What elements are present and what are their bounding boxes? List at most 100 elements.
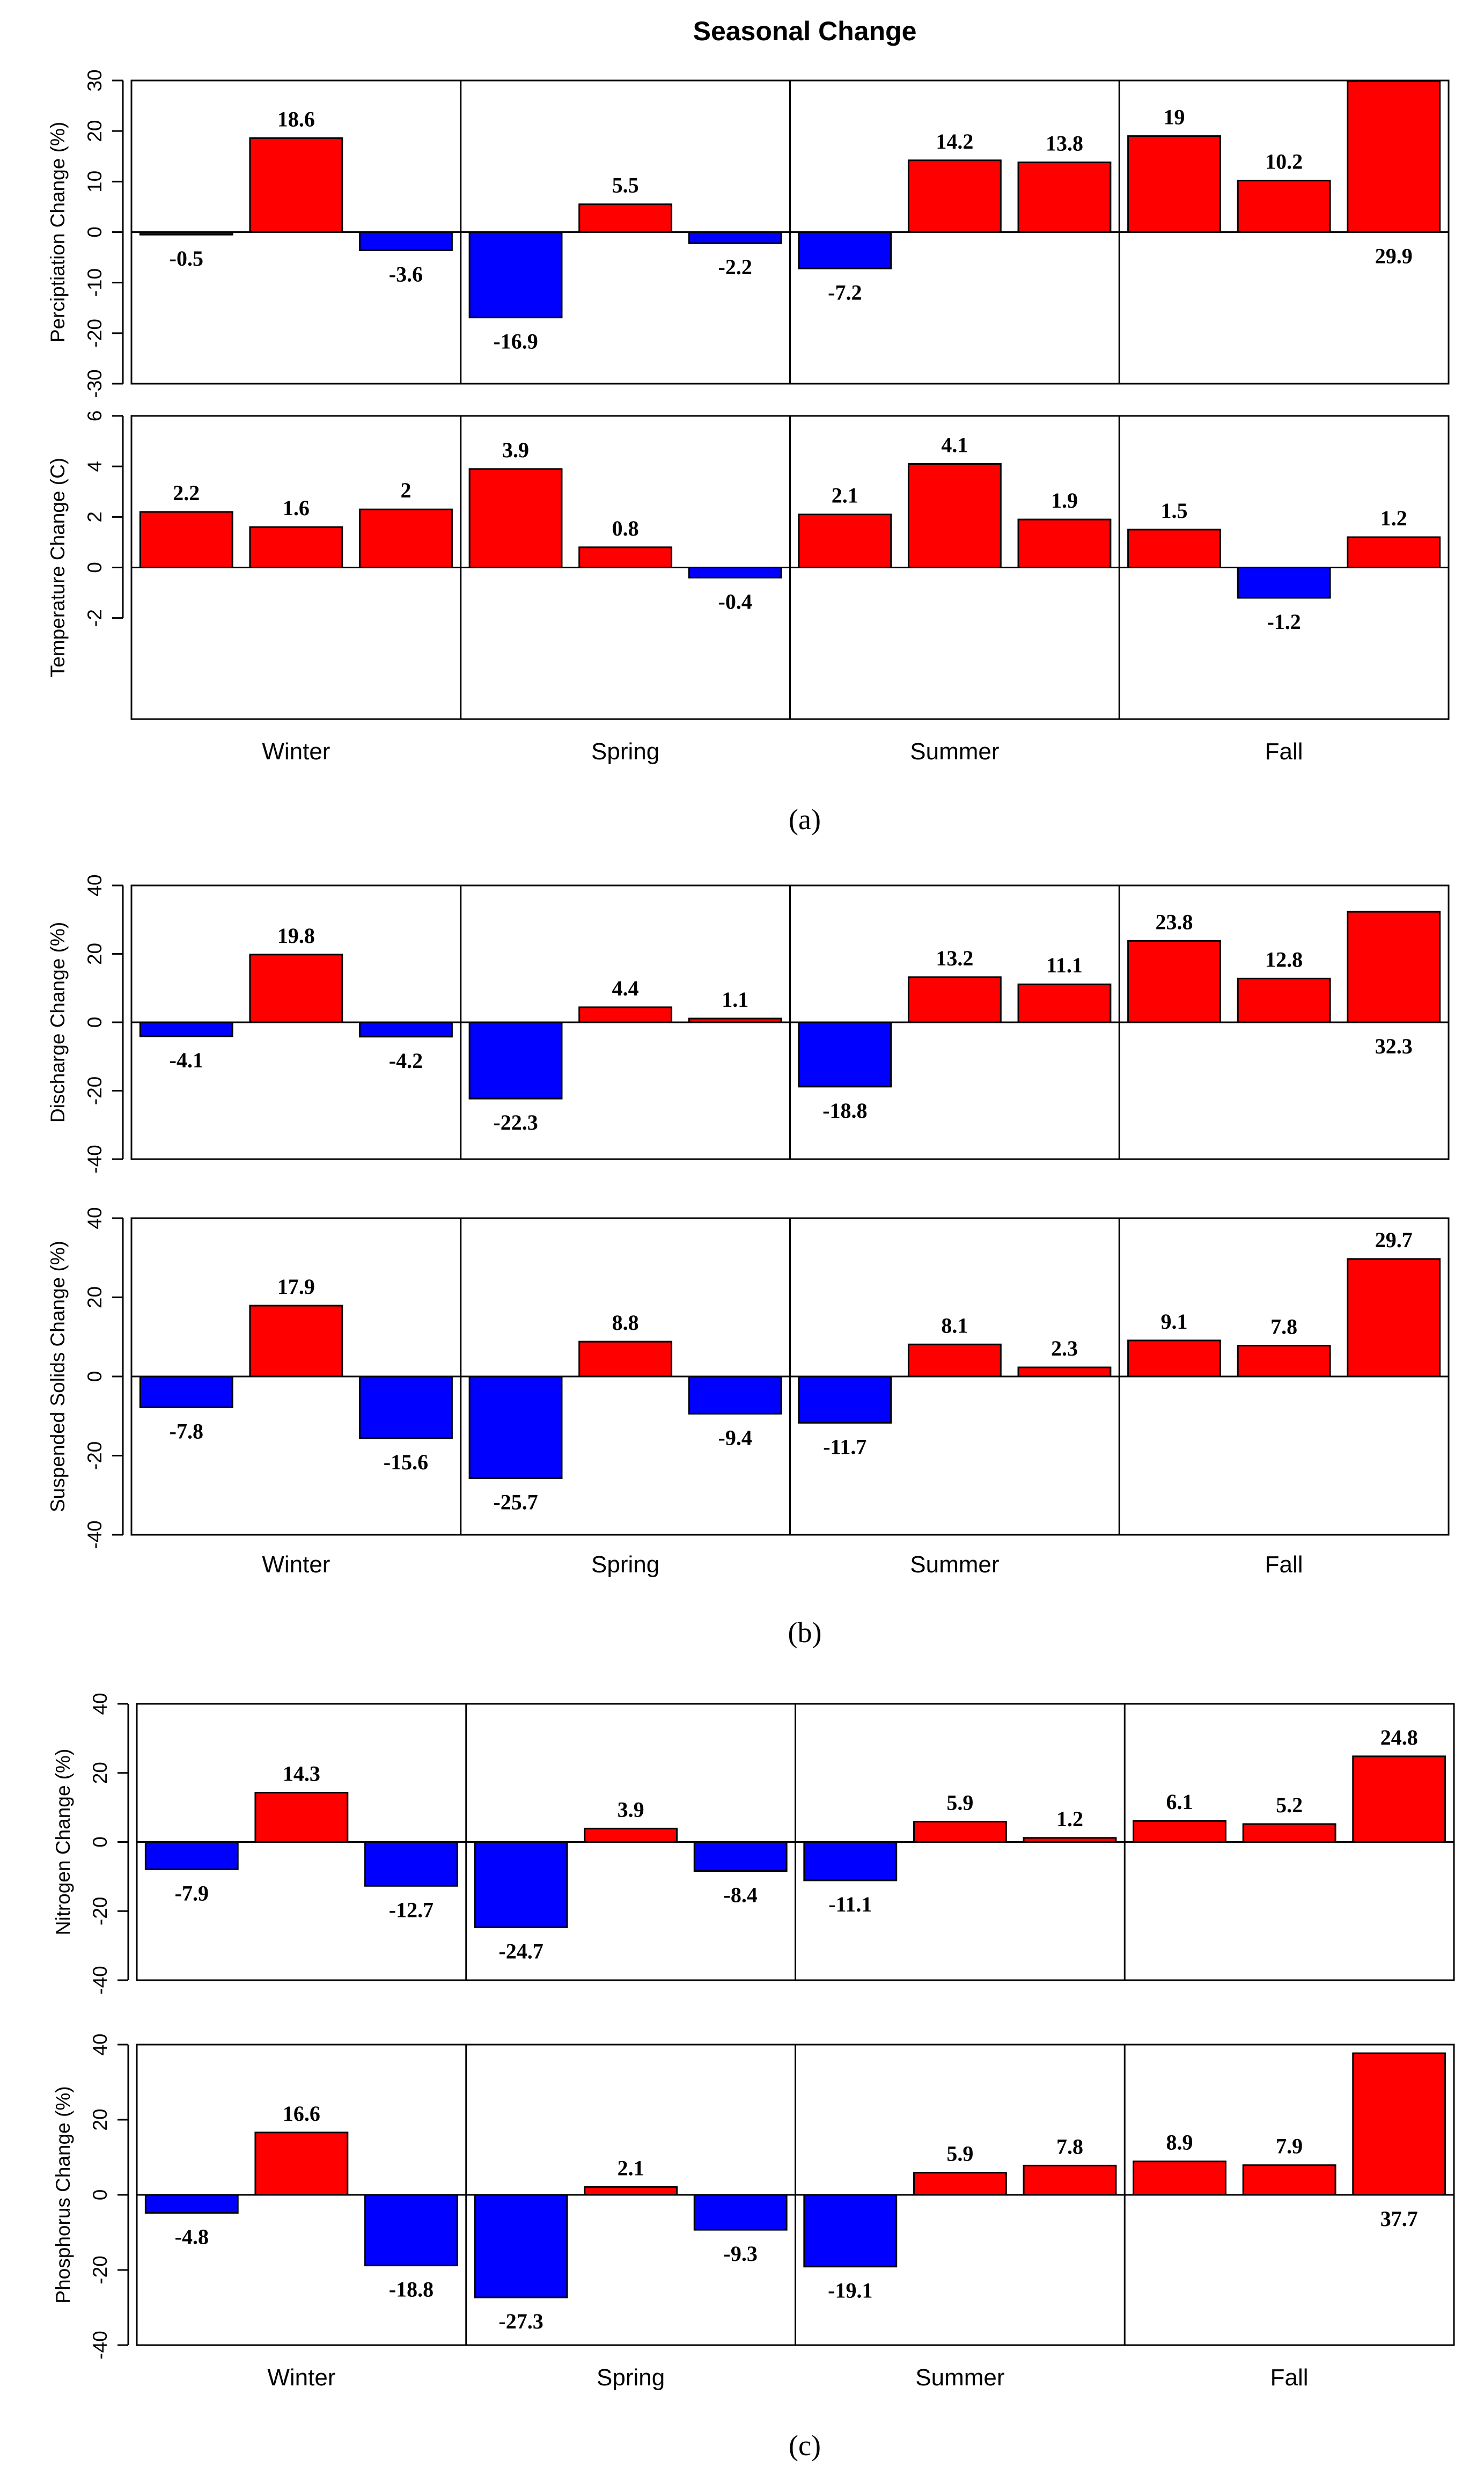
- category-label: Winter: [262, 738, 330, 765]
- value-label: 18.6: [277, 107, 315, 131]
- y-tick-label: 0: [89, 2189, 111, 2201]
- y-tick-label: 30: [84, 69, 106, 91]
- category-label: Winter: [262, 1551, 330, 1578]
- y-tick-label: -20: [84, 319, 106, 347]
- bar: [798, 514, 892, 568]
- category-label: Spring: [591, 738, 659, 765]
- value-label: 19: [1164, 105, 1185, 129]
- bar: [688, 1375, 782, 1415]
- value-label: 12.8: [1265, 947, 1303, 971]
- value-label: -19.1: [828, 2279, 872, 2303]
- value-label: 3.9: [618, 1797, 644, 1821]
- value-label: -9.4: [718, 1425, 752, 1449]
- value-label: 17.9: [277, 1275, 315, 1299]
- bar: [803, 1841, 898, 1881]
- bar: [907, 1343, 1002, 1378]
- chart-panel-3: -40 -20 0 20 40 Discharge Change (%) -4.1 19.8 -…: [47, 874, 1450, 1174]
- caption-a: (a): [789, 803, 821, 836]
- bar: [803, 2194, 898, 2268]
- category-label: Spring: [591, 1551, 659, 1578]
- bar: [1242, 2164, 1336, 2196]
- bar: [1017, 1366, 1112, 1378]
- value-label: 3.9: [502, 438, 529, 462]
- bar: [468, 231, 563, 319]
- value-label: -27.3: [498, 2309, 543, 2333]
- bar: [1127, 940, 1221, 1023]
- y-tick-label: 2: [84, 511, 106, 523]
- bar: [254, 1791, 349, 1843]
- bar: [913, 2172, 1007, 2196]
- value-label: 23.8: [1156, 910, 1193, 934]
- bar: [139, 231, 233, 236]
- value-label: -8.4: [724, 1883, 758, 1907]
- bar: [584, 2186, 678, 2196]
- chart-panel-1: -30 -20 -10 0 10 20 30 Perciptiation Change (%)…: [47, 69, 1450, 398]
- bar: [1352, 2052, 1446, 2196]
- bar: [1017, 518, 1112, 569]
- value-label: 1.2: [1380, 506, 1407, 530]
- category-label: Winter: [267, 2364, 335, 2391]
- value-label: 2: [400, 478, 411, 502]
- chart-panel-4: -40 -20 0 20 40 Suspended Solids Change (%) -7…: [47, 1207, 1450, 1549]
- value-label: 1.9: [1051, 488, 1078, 512]
- bar: [584, 1827, 678, 1843]
- y-axis-title: Discharge Change (%): [47, 922, 69, 1123]
- value-label: 32.3: [1375, 1034, 1413, 1058]
- bar: [359, 1021, 453, 1038]
- y-tick-label: 0: [89, 1836, 111, 1848]
- value-label: 24.8: [1380, 1725, 1418, 1749]
- bar: [139, 511, 233, 569]
- value-label: -24.7: [498, 1939, 543, 1964]
- value-label: 13.8: [1046, 131, 1083, 156]
- bar: [364, 1841, 458, 1887]
- y-tick-label: 40: [89, 1693, 111, 1715]
- value-label: -1.2: [1267, 610, 1301, 634]
- bar: [249, 954, 343, 1023]
- category-label: Summer: [910, 738, 999, 765]
- bar: [249, 137, 343, 233]
- value-label: 0.8: [612, 516, 639, 540]
- chart-panel-6: -40 -20 0 20 40 Phosphorus Change (%) -4.8 16.6…: [52, 2033, 1455, 2360]
- value-label: 1.5: [1161, 499, 1188, 523]
- bar: [1347, 80, 1441, 233]
- value-label: 5.5: [612, 173, 639, 197]
- value-label: -3.6: [389, 262, 423, 286]
- value-label: -15.6: [384, 1450, 428, 1474]
- category-label: Fall: [1270, 2364, 1309, 2391]
- bar: [139, 1375, 233, 1409]
- value-label: -0.5: [170, 246, 203, 270]
- y-tick-label: 0: [84, 562, 106, 573]
- y-axis-title: Perciptiation Change (%): [47, 122, 69, 342]
- bar: [798, 1021, 892, 1088]
- bar: [578, 203, 673, 233]
- bar: [1242, 1823, 1336, 1843]
- bar: [144, 2194, 239, 2214]
- value-label: 8.9: [1166, 2130, 1193, 2155]
- y-axis-title: Temperature Change (C): [47, 458, 69, 677]
- value-label: 5.9: [946, 1791, 973, 1815]
- value-label: -7.8: [170, 1419, 203, 1444]
- bar: [1023, 2164, 1117, 2196]
- value-label: -18.8: [822, 1098, 867, 1123]
- bar: [249, 526, 343, 569]
- y-tick-label: -30: [84, 369, 106, 398]
- value-label: 19.8: [277, 924, 315, 948]
- bar: [359, 231, 453, 251]
- value-label: -7.9: [175, 1881, 209, 1905]
- bar: [359, 1375, 453, 1439]
- y-tick-label: -10: [84, 268, 106, 297]
- bar: [1237, 977, 1331, 1023]
- bar: [468, 1021, 563, 1100]
- chart-panel-2: -2 0 2 4 6 Temperature Change (C) 2.2 1.6 2 3.9 0.…: [47, 411, 1450, 720]
- bar: [913, 1821, 1007, 1843]
- y-tick-label: 4: [84, 461, 106, 472]
- bar: [1017, 162, 1112, 233]
- value-label: 29.9: [1375, 244, 1413, 268]
- y-tick-label: -20: [89, 1897, 111, 1925]
- value-label: -16.9: [493, 329, 538, 354]
- value-label: 29.7: [1375, 1228, 1413, 1252]
- y-tick-label: -40: [89, 1966, 111, 1994]
- y-tick-label: 20: [89, 1762, 111, 1784]
